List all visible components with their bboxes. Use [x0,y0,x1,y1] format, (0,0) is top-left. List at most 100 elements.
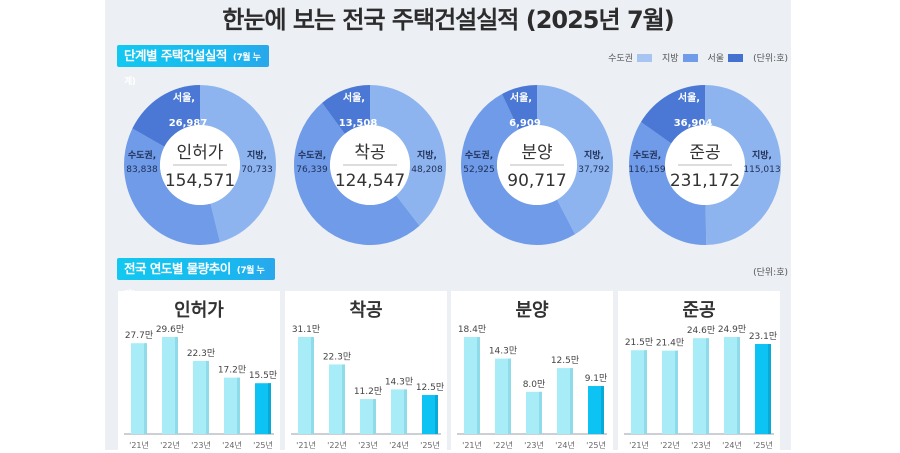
bar-shade [144,343,147,434]
bar-panel-title: 인허가 [174,300,224,321]
x-tick-label: '21년 [296,440,316,450]
donut-slice-capital [460,93,576,246]
bar-panel-title: 분양 [515,300,549,321]
donut-slice-capital [294,102,420,245]
donut-total: 124,547 [335,171,405,191]
donut-slice-seoul [132,85,200,147]
section-header-label: 전국 연도별 물량추이 [124,261,231,276]
donut-slice-seoul [502,85,537,130]
bar-chart: 27.7만 '21년 29.6만 '22년 22.3만 '23년 17.2만 '24년 15.5… [124,324,277,450]
bar [422,395,438,434]
bar-value-label: 15.5만 [249,370,277,381]
bar [255,383,271,434]
donut-stage-label: 인허가 [177,143,224,163]
bar [329,364,345,434]
capital-value: 116,159 [628,165,665,175]
bar [755,344,771,434]
legend-label: 지방 [661,54,679,64]
bar [224,377,240,434]
x-tick-label: '21년 [629,440,649,450]
bar-shade [237,377,240,434]
donut-slice-local [537,85,613,235]
bar-value-label: 11.2만 [354,386,382,397]
section-header-sub: (7월 누계) [124,53,261,87]
local-value: 37,792 [578,165,610,175]
bar [557,368,573,434]
bar-chart: 31.1만 '21년 22.3만 '22년 11.2만 '23년 14.3만 '24년 12.5… [291,324,444,450]
bar-value-label: 22.3만 [187,348,215,359]
x-tick-label: '24년 [555,440,575,450]
bar-panel-3: 분양 18.4만 '21년 14.3만 '22년 8.0만 '23년 12.5만 '24년 9.1… [451,291,613,453]
bar-value-label: 24.6만 [687,325,715,336]
bar-shade [644,350,647,434]
legend-item-capital: 수도권 [608,51,652,64]
bar-value-label: 14.3만 [489,346,517,357]
bar-value-label: 31.1만 [292,324,320,335]
bar-value-label: 8.0만 [523,379,546,390]
bar-panel-4: 준공 21.5만 '21년 21.4만 '22년 24.6만 '23년 24.9만 '24년 23… [618,291,780,453]
local-label: 지방, [752,149,772,161]
bar-shade [206,360,209,434]
capital-value: 76,339 [296,165,328,175]
x-tick-label: '24년 [389,440,409,450]
legend-label: 수도권 [608,54,633,64]
bar-panel-title: 착공 [349,300,383,321]
bar-value-label: 12.5만 [416,382,444,393]
bar-value-label: 14.3만 [385,376,413,387]
donut-total: 90,717 [507,171,566,191]
section-header-yearly: 전국 연도별 물량추이(7월 누계) [117,258,275,300]
x-tick-label: '22년 [493,440,513,450]
capital-label: 수도권, [465,149,493,161]
donut-total: 231,172 [670,171,740,191]
donut-slice-local [370,85,447,226]
donut-slice-local [200,85,277,243]
seoul-value: 13,508 [339,118,378,129]
x-tick-label: '22년 [160,440,180,450]
legend-swatch [636,53,652,62]
donut-stage-label: 착공 [354,143,385,163]
x-tick-label: '22년 [327,440,347,450]
bar [526,391,542,434]
bar-shade [539,391,542,434]
x-tick-label: '25년 [753,440,773,450]
bar-chart: 21.5만 '21년 21.4만 '22년 24.6만 '23년 24.9만 '24년 23.1… [624,324,777,450]
x-tick-label: '23년 [191,440,211,450]
bar [193,360,209,434]
bar-value-label: 23.1만 [749,331,777,342]
local-label: 지방, [417,149,437,161]
bar-shade [311,337,314,434]
bar-value-label: 29.6만 [156,324,184,335]
donut-slice-capital [123,128,221,246]
bar-shade [570,368,573,434]
seoul-label: 서울, [510,91,532,104]
bar-value-label: 12.5만 [551,355,579,366]
x-tick-label: '24년 [222,440,242,450]
bar [131,343,147,434]
local-value: 70,733 [241,165,273,175]
bar-shade [675,350,678,434]
bar-panel-title: 준공 [682,300,716,321]
bar [662,350,678,434]
bar-shade [768,344,771,434]
bar-shade [477,337,480,434]
bar-panel-1: 인허가 27.7만 '21년 29.6만 '22년 22.3만 '23년 17.2만 '24년 1… [118,291,280,453]
legend-item-local: 지방 [662,51,698,64]
x-tick-label: '23년 [691,440,711,450]
x-tick-label: '25년 [420,440,440,450]
bar-value-label: 21.5만 [625,337,653,348]
donut-stage-label: 분양 [521,143,552,163]
bar [693,338,709,434]
x-tick-label: '24년 [722,440,742,450]
capital-label: 수도권, [128,149,156,161]
bar [162,337,178,434]
bar [464,337,480,434]
donut-slice-seoul [640,85,705,144]
donut-slice-seoul [322,85,370,134]
legend: 수도권 지방 서울 (단위:호) [598,51,788,64]
bar [588,386,604,434]
section-header-label: 단계별 주택건설실적 [124,48,227,63]
legend-label: 서울 [707,54,725,64]
bar-shade [373,399,376,434]
capital-label: 수도권, [633,149,661,161]
bar-value-label: 9.1만 [585,373,608,384]
